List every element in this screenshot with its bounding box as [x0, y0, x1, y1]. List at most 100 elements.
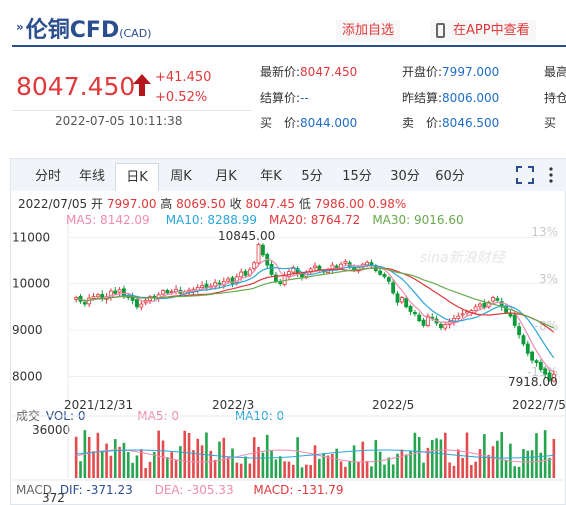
view-in-app-button[interactable]: 在APP中查看 — [430, 20, 536, 42]
quote-field-label: 卖 价: — [402, 116, 443, 130]
volume-bar — [548, 457, 551, 478]
tab-8[interactable]: 30分 — [390, 169, 420, 184]
candle-body — [269, 263, 274, 275]
volume-bar — [265, 434, 269, 478]
volume-bar — [365, 461, 369, 478]
volume-bar — [500, 432, 504, 478]
volume-bar — [122, 442, 126, 478]
candle-body — [521, 335, 526, 345]
volume-bar — [248, 463, 252, 478]
volume-bar — [391, 464, 395, 478]
volume-bar — [153, 452, 156, 478]
candle-body — [530, 351, 535, 361]
volume-bar — [552, 439, 556, 478]
volume-bar — [461, 457, 464, 478]
volume-bar — [331, 454, 334, 478]
volume-bar — [192, 450, 195, 478]
volume-bar — [474, 461, 477, 478]
add-favorite-button[interactable]: 添加自选 — [336, 20, 401, 42]
volume-bar — [435, 438, 438, 478]
candle-body — [443, 324, 448, 329]
volume-bar — [430, 439, 434, 478]
candle-body — [395, 293, 400, 303]
quote-field-label: 最高 — [544, 65, 566, 79]
ma-line-5 — [75, 258, 555, 373]
tab-2[interactable]: 日K — [115, 163, 159, 191]
volume-bar — [396, 453, 399, 478]
candle-body — [243, 270, 248, 276]
volume-bar — [118, 446, 121, 478]
volume-bar — [87, 436, 91, 478]
volume-bar — [530, 450, 534, 478]
candle-body — [525, 343, 530, 354]
candle-body — [365, 261, 370, 266]
fullscreen-icon[interactable] — [516, 166, 534, 184]
current-price: 8047.450 — [16, 72, 136, 101]
volume-bar — [348, 460, 352, 478]
volume-bar — [409, 451, 412, 478]
volume-bar — [400, 449, 404, 478]
candle-body — [456, 315, 461, 320]
candle-body — [256, 244, 261, 264]
ma-line-30 — [75, 267, 555, 329]
candle-body — [382, 273, 387, 278]
volume-bar — [543, 430, 547, 478]
phone-icon — [436, 23, 445, 38]
candle-body — [161, 290, 165, 295]
volume-bar — [144, 467, 147, 478]
volume-bar — [387, 457, 391, 478]
quote-field-label: 买 价: — [260, 116, 301, 130]
volume-bar — [235, 462, 239, 478]
tab-7[interactable]: 15分 — [342, 169, 372, 184]
candle-body — [165, 290, 170, 294]
volume-bar — [170, 452, 174, 478]
x-tick-label: 2022/7/5 — [512, 398, 566, 412]
quote-field: 卖 价:8046.500 — [402, 114, 499, 131]
volume-bar — [300, 467, 304, 478]
more-icon[interactable] — [546, 166, 556, 184]
quote-field: 开盘价:7997.000 — [402, 63, 499, 80]
candle-body — [478, 303, 482, 307]
quote-field-value: 7997.000 — [442, 65, 500, 79]
volume-bar — [378, 451, 382, 478]
tab-3[interactable]: 周K — [170, 169, 192, 184]
volume-bar — [92, 451, 95, 478]
candle-body — [412, 311, 417, 315]
volume-bar — [283, 461, 286, 478]
volume-bar — [456, 449, 460, 478]
volume-bar — [374, 440, 378, 478]
candle-body — [226, 278, 231, 282]
candle-body — [91, 296, 96, 299]
quote-field: 最新价:8047.450 — [260, 63, 357, 80]
tab-4[interactable]: 月K — [215, 169, 237, 184]
tab-6[interactable]: 5分 — [301, 169, 323, 184]
tab-1[interactable]: 年线 — [78, 169, 105, 184]
candle-body — [391, 282, 396, 294]
ma-legend-item: MA5: 8142.09 — [66, 213, 150, 227]
macd-legend: MACD DIF: -371.23 DEA: -305.33 MACD: -13… — [16, 483, 344, 497]
x-tick-label: 2022/3 — [212, 398, 254, 412]
candle-body — [417, 314, 422, 322]
max-annotation: 10845.00 — [218, 229, 275, 243]
tab-0[interactable]: 分时 — [34, 169, 61, 184]
candle-body — [508, 312, 513, 317]
volume-bar — [79, 461, 82, 478]
volume-bar — [439, 439, 443, 478]
close-label: 收 — [229, 197, 242, 211]
volume-bar — [539, 452, 543, 478]
volume-bar — [113, 439, 117, 478]
min-annotation: 7918.00 — [508, 375, 558, 389]
volume-bar — [422, 462, 425, 478]
candle-body — [230, 277, 235, 285]
quote-timestamp: 2022-07-05 10:11:38 — [55, 114, 183, 128]
volume-bar — [226, 457, 230, 478]
quote-field-label: 买 — [544, 116, 557, 130]
quote-field-value: 8046.500 — [442, 116, 500, 130]
watermark: sina新浪财经 — [420, 250, 507, 266]
tab-5[interactable]: 年K — [260, 169, 282, 184]
volume-bar — [383, 464, 386, 478]
candle-body — [495, 298, 500, 301]
volume-bar — [109, 455, 113, 478]
ma-legend: MA5: 8142.09 MA10: 8288.99 MA20: 8764.72 MA… — [66, 213, 464, 227]
tab-9[interactable]: 60分 — [435, 169, 465, 184]
